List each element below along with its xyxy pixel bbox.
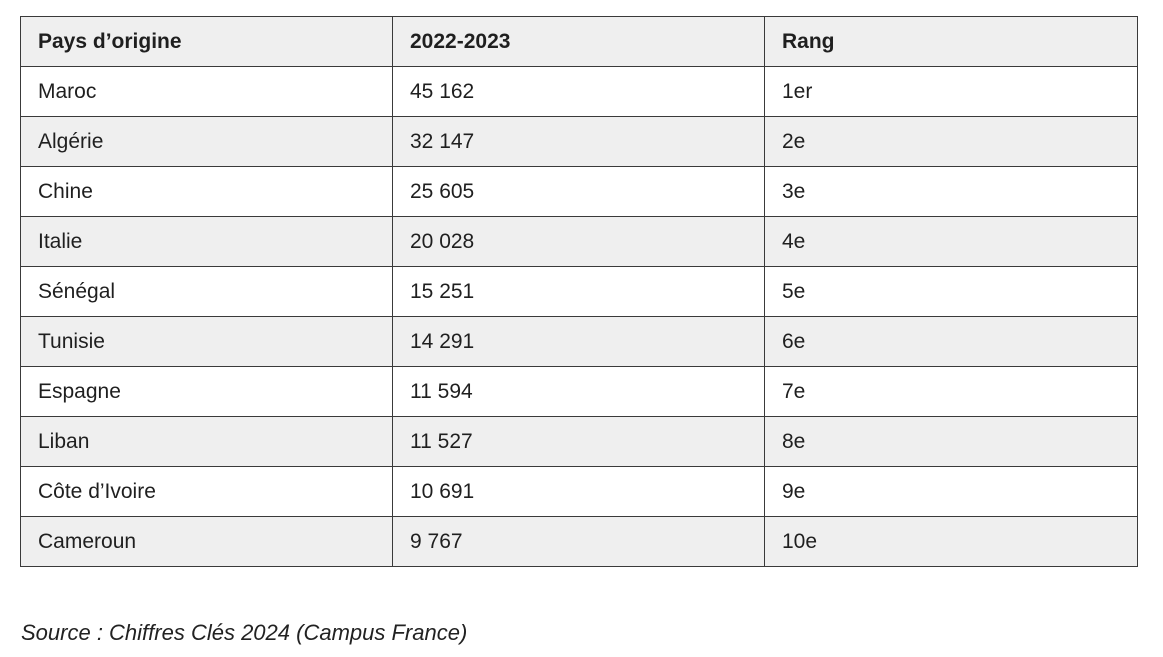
- header-rank: Rang: [764, 16, 1138, 67]
- cell-country: Côte d’Ivoire: [20, 466, 393, 517]
- cell-country: Sénégal: [20, 266, 393, 317]
- cell-count: 32 147: [392, 116, 765, 167]
- table-row: Côte d’Ivoire 10 691 9e: [20, 466, 1138, 517]
- cell-country: Chine: [20, 166, 393, 217]
- table-row: Tunisie 14 291 6e: [20, 316, 1138, 367]
- cell-rank: 7e: [764, 366, 1138, 417]
- table-row: Algérie 32 147 2e: [20, 116, 1138, 167]
- cell-rank: 1er: [764, 66, 1138, 117]
- cell-count: 14 291: [392, 316, 765, 367]
- cell-count: 45 162: [392, 66, 765, 117]
- cell-count: 11 594: [392, 366, 765, 417]
- source-caption: Source : Chiffres Clés 2024 (Campus Fran…: [21, 620, 468, 645]
- table-body: Maroc 45 162 1er Algérie 32 147 2e Chine…: [20, 66, 1138, 567]
- table-row: Chine 25 605 3e: [20, 166, 1138, 217]
- table-row: Espagne 11 594 7e: [20, 366, 1138, 417]
- cell-count: 11 527: [392, 416, 765, 467]
- cell-rank: 9e: [764, 466, 1138, 517]
- cell-rank: 6e: [764, 316, 1138, 367]
- cell-count: 15 251: [392, 266, 765, 317]
- cell-rank: 8e: [764, 416, 1138, 467]
- header-year: 2022-2023: [392, 16, 765, 67]
- table-row: Sénégal 15 251 5e: [20, 266, 1138, 317]
- cell-country: Cameroun: [20, 516, 393, 567]
- cell-rank: 3e: [764, 166, 1138, 217]
- cell-count: 10 691: [392, 466, 765, 517]
- table-header: Pays d’origine 2022-2023 Rang: [20, 16, 1138, 67]
- table-row: Italie 20 028 4e: [20, 216, 1138, 267]
- cell-count: 25 605: [392, 166, 765, 217]
- table-row: Liban 11 527 8e: [20, 416, 1138, 467]
- cell-country: Tunisie: [20, 316, 393, 367]
- cell-country: Liban: [20, 416, 393, 467]
- header-row: Pays d’origine 2022-2023 Rang: [20, 16, 1138, 67]
- cell-country: Maroc: [20, 66, 393, 117]
- table-row: Maroc 45 162 1er: [20, 66, 1138, 117]
- header-country: Pays d’origine: [20, 16, 393, 67]
- cell-count: 20 028: [392, 216, 765, 267]
- cell-count: 9 767: [392, 516, 765, 567]
- cell-rank: 4e: [764, 216, 1138, 267]
- cell-rank: 5e: [764, 266, 1138, 317]
- origin-countries-table: Pays d’origine 2022-2023 Rang Maroc 45 1…: [20, 16, 1138, 567]
- cell-rank: 10e: [764, 516, 1138, 567]
- cell-country: Algérie: [20, 116, 393, 167]
- table-row: Cameroun 9 767 10e: [20, 516, 1138, 567]
- cell-rank: 2e: [764, 116, 1138, 167]
- cell-country: Italie: [20, 216, 393, 267]
- cell-country: Espagne: [20, 366, 393, 417]
